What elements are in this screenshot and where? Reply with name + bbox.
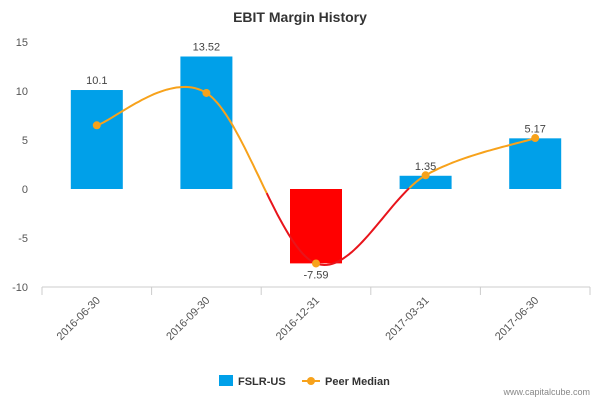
peer-median-point-2016-12-31[interactable] [312, 259, 320, 268]
bar-2016-09-30[interactable] [180, 56, 233, 190]
y-axis: 15 10 5 0 -5 -10 [12, 37, 28, 294]
legend[interactable]: FSLR-US Peer Median [219, 375, 390, 388]
legend-label-fslr-us[interactable]: FSLR-US [238, 376, 286, 388]
bar-2017-06-30[interactable] [509, 138, 562, 189]
x-axis: 2016-06-30 2016-09-30 2016-12-31 2017-03-31… [41, 286, 591, 343]
x-tick-label: 2016-09-30 [164, 295, 212, 343]
x-tick-label: 2017-06-30 [493, 295, 541, 343]
x-tick-label: 2016-12-31 [274, 295, 322, 343]
bar-2016-12-31[interactable] [290, 189, 342, 264]
bar-series [70, 56, 562, 264]
bar-2016-06-30[interactable] [70, 90, 123, 189]
legend-swatch-fslr-us [219, 375, 233, 386]
data-label-2017-03-31: 1.35 [415, 161, 436, 173]
peer-median-point-2016-09-30[interactable] [202, 88, 211, 97]
chart-title: EBIT Margin History [233, 9, 367, 25]
peer-median-series [92, 85, 540, 268]
y-tick-label: 0 [22, 184, 28, 196]
legend-label-peer-median[interactable]: Peer Median [325, 376, 390, 388]
data-label-2016-12-31: -7.59 [303, 269, 328, 281]
credit-text: www.capitalcube.com [502, 387, 590, 397]
data-label-2017-06-30: 5.17 [524, 123, 545, 135]
peer-median-point-2017-03-31[interactable] [421, 171, 430, 180]
peer-median-point-2017-06-30[interactable] [531, 134, 540, 143]
y-tick-label: 5 [22, 135, 28, 147]
y-tick-label: -10 [12, 282, 28, 294]
peer-median-line-positive [96, 85, 268, 194]
y-tick-label: -5 [18, 233, 28, 245]
data-label-2016-09-30: 13.52 [193, 42, 221, 54]
peer-median-line-positive [408, 137, 536, 189]
data-labels: 10.1 13.52 -7.59 1.35 5.17 [86, 42, 546, 282]
peer-median-point-2016-06-30[interactable] [92, 121, 101, 130]
peer-median-line-negative [265, 187, 410, 267]
x-tick-label: 2017-03-31 [383, 295, 431, 343]
y-tick-label: 10 [16, 86, 28, 98]
data-label-2016-06-30: 10.1 [86, 75, 107, 87]
y-tick-label: 15 [16, 37, 28, 49]
x-tick-label: 2016-06-30 [55, 295, 103, 343]
legend-marker-peer-median [307, 377, 315, 385]
